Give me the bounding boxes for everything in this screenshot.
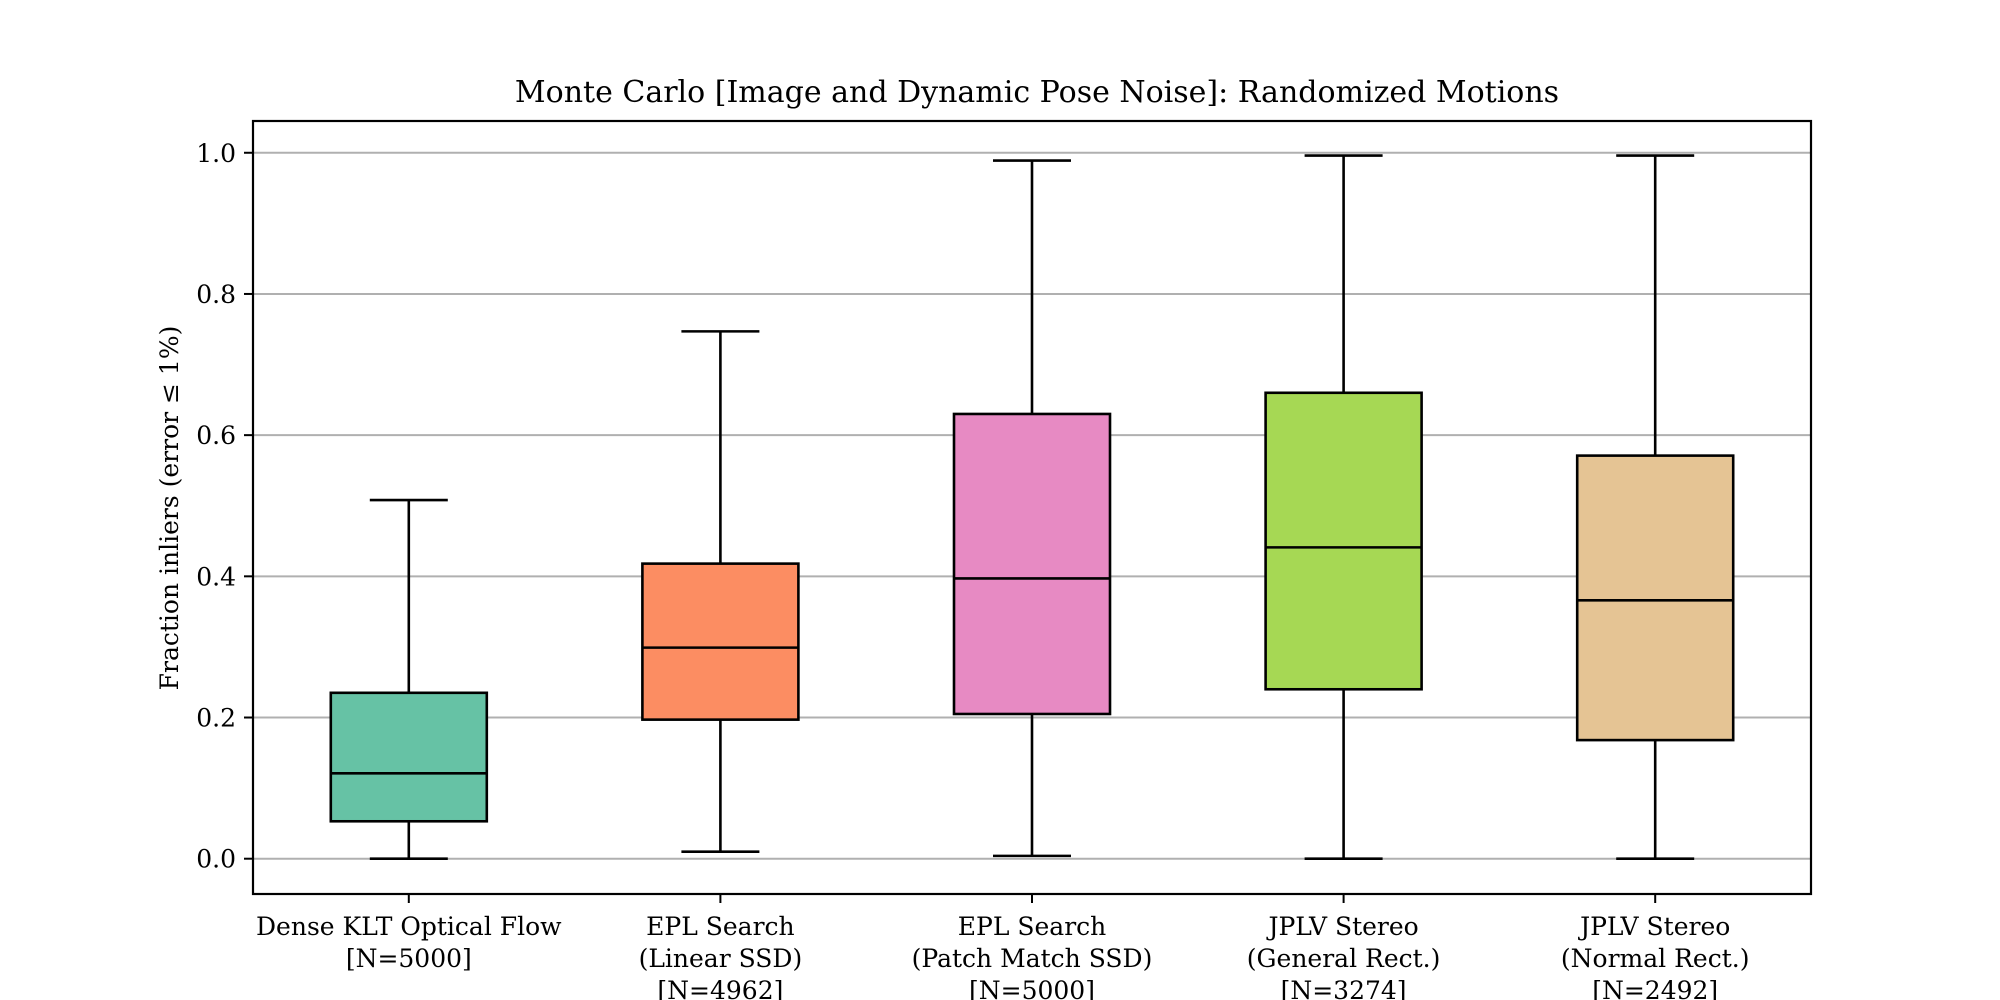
y-tick-label: 0.2: [196, 704, 236, 733]
x-tick-label: Dense KLT Optical Flow: [256, 912, 562, 941]
x-tick-label: [N=5000]: [969, 976, 1095, 1000]
boxes: [329, 154, 1735, 861]
iqr-box: [329, 691, 489, 823]
y-tick-label: 0.0: [196, 845, 236, 874]
box-group-epl-linear: [641, 330, 800, 853]
y-tick-label: 0.8: [196, 280, 236, 309]
y-axis-ticks: 0.0 0.2 0.4 0.6 0.8 1.0: [196, 139, 253, 874]
y-tick-label: 0.6: [196, 421, 236, 450]
y-tick-label: 0.4: [196, 562, 236, 591]
x-tick-label: (Linear SSD): [639, 944, 803, 973]
x-tick-label: [N=4962]: [657, 976, 783, 1000]
x-tick-label: EPL Search: [646, 912, 795, 941]
y-tick-label: 1.0: [196, 139, 236, 168]
iqr-box: [1575, 454, 1735, 742]
x-tick-label: (General Rect.): [1247, 944, 1441, 973]
box-group-jplv-normal: [1575, 154, 1735, 861]
x-tick-label: (Normal Rect.): [1561, 944, 1750, 973]
iqr-box: [1264, 391, 1423, 691]
x-tick-label: [N=3274]: [1281, 976, 1407, 1000]
x-tick-label: JPLV Stereo: [1577, 912, 1730, 941]
x-tick-label: [N=2492]: [1592, 976, 1718, 1000]
x-tick-label: [N=5000]: [346, 944, 472, 973]
x-tick-label: JPLV Stereo: [1265, 912, 1418, 941]
x-axis-labels: Dense KLT Optical Flow [N=5000] EPL Search…: [256, 894, 1749, 1000]
x-tick-label: (Patch Match SSD): [912, 944, 1153, 973]
chart-title: Monte Carlo [Image and Dynamic Pose Nois…: [515, 75, 1559, 110]
x-tick-label: EPL Search: [958, 912, 1107, 941]
y-axis-label: Fraction inliers (error ≤ 1%): [155, 326, 184, 691]
box-group-dense-klt: [329, 498, 489, 861]
iqr-box: [641, 562, 800, 721]
box-group-jplv-general: [1264, 154, 1423, 861]
box-group-epl-patch: [952, 159, 1112, 858]
iqr-box: [952, 412, 1112, 716]
